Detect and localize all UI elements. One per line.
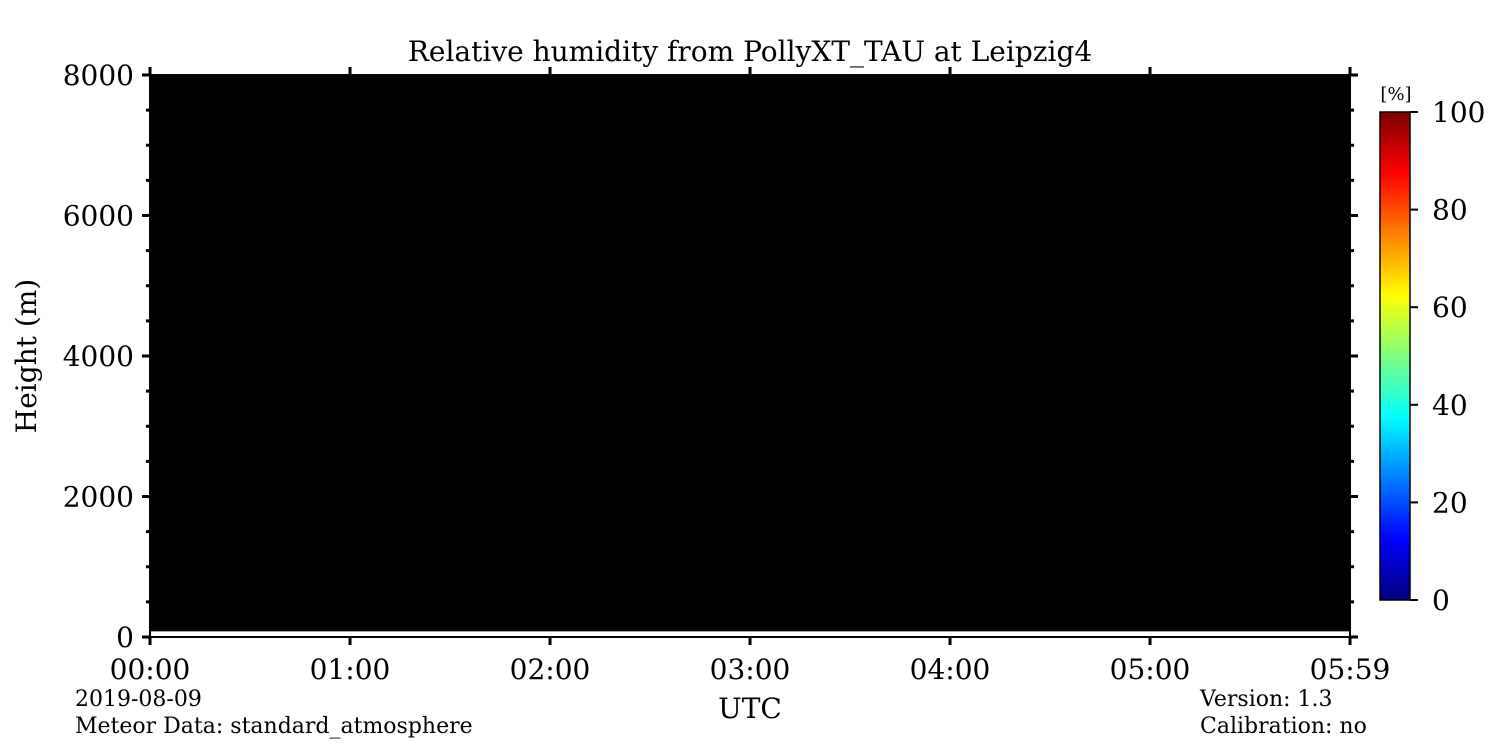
y-tick-label: 0 — [116, 621, 134, 654]
colorbar — [1379, 111, 1411, 601]
y-axis-label: Height (m) — [10, 279, 43, 433]
colorbar-tick-label: 100 — [1432, 96, 1485, 129]
colorbar-tick-label: 60 — [1432, 291, 1468, 324]
x-tick-label: 04:00 — [910, 653, 991, 686]
x-axis-ticks: 00:00 01:00 02:00 03:00 04:00 05:00 05:59 — [110, 67, 1391, 686]
y-tick-label: 2000 — [63, 481, 134, 514]
colorbar-label: [%] — [1380, 84, 1411, 105]
x-tick-label: 03:00 — [710, 653, 791, 686]
footer-left: 2019-08-09 Meteor Data: standard_atmosph… — [75, 686, 473, 740]
x-tick-label: 05:59 — [1310, 653, 1391, 686]
footer-version: Version: 1.3 — [1200, 687, 1333, 712]
x-tick-label: 05:00 — [1110, 653, 1191, 686]
y-tick-label: 8000 — [63, 59, 134, 92]
footer-date: 2019-08-09 — [75, 687, 202, 712]
colorbar-tick-label: 0 — [1432, 584, 1450, 617]
y-tick-label: 4000 — [63, 340, 134, 373]
x-tick-label: 00:00 — [110, 653, 191, 686]
colorbar-tick-label: 80 — [1432, 194, 1468, 227]
colorbar-ticks: 0 20 40 60 80 100 — [1410, 96, 1485, 617]
plot-frame — [149, 74, 1351, 638]
colorbar-tick-label: 20 — [1432, 486, 1468, 519]
x-tick-label: 01:00 — [310, 653, 391, 686]
x-axis-label: UTC — [718, 692, 782, 725]
footer-right: Version: 1.3 Calibration: no — [1200, 686, 1367, 740]
y-axis-ticks: 0 2000 4000 6000 8000 — [63, 59, 1358, 654]
chart-title: Relative humidity from PollyXT_TAU at Le… — [408, 35, 1092, 68]
x-tick-label: 02:00 — [510, 653, 591, 686]
no-data-fill — [150, 75, 1350, 632]
colorbar-tick-label: 40 — [1432, 389, 1468, 422]
y-tick-label: 6000 — [63, 200, 134, 233]
footer-meteor-data: Meteor Data: standard_atmosphere — [75, 714, 473, 739]
footer-calibration: Calibration: no — [1200, 714, 1367, 739]
